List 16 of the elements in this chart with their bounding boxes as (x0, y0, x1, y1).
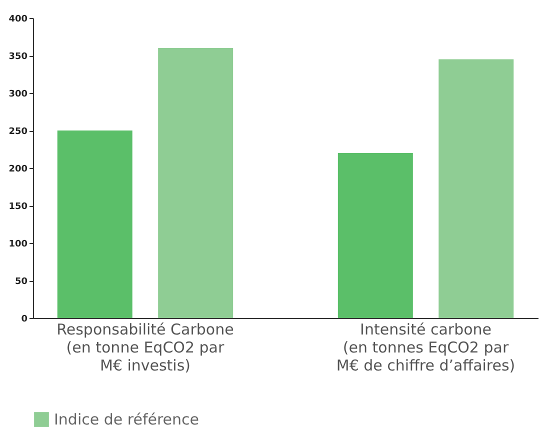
y-tick-label: 300 (8, 90, 28, 100)
bar (158, 48, 234, 318)
bar (438, 59, 514, 318)
legend-label: Indice de référence (54, 410, 200, 428)
y-tick-label: 400 (8, 14, 28, 24)
bar (57, 130, 132, 318)
x-tick-label: Intensité carbone (en tonnes EqCO2 par M€ de chiffre d’affaires) (336, 320, 516, 374)
y-tick-label: 150 (8, 202, 28, 212)
y-tick-label: 250 (8, 127, 28, 137)
y-tick-label: 100 (8, 240, 28, 250)
y-tick-label: 0 (21, 314, 28, 324)
y-tick-label: 200 (8, 164, 28, 174)
bar (338, 153, 413, 318)
x-tick-label: Responsabilité Carbone (en tonne EqCO2 par M€ investis) (56, 320, 234, 374)
y-tick-label: 350 (8, 52, 28, 62)
y-tick-label: 50 (14, 277, 28, 287)
